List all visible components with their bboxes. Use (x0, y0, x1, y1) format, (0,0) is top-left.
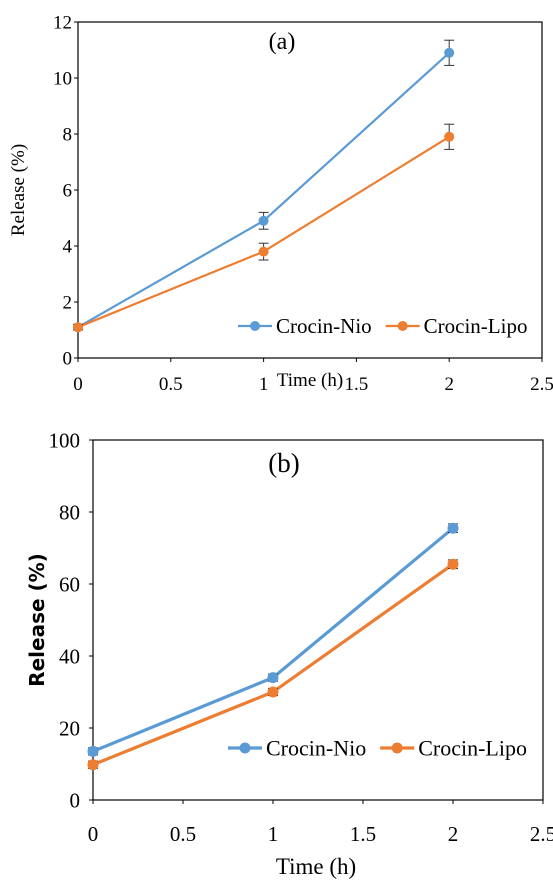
y-tick-label: 20 (59, 716, 80, 740)
data-point (87, 759, 99, 771)
data-point (267, 686, 279, 698)
legend-label: Crocin-Lipo (424, 314, 528, 338)
chart-panel-b: 0 20 40 60 80 100 0 0.5 1 1.5 2 2.5 Time (h) Release … (25, 428, 553, 879)
data-point (444, 131, 455, 142)
data-point (447, 522, 459, 534)
data-point (258, 215, 269, 226)
legend-swatch-marker (250, 321, 260, 331)
y-tick-label: 80 (59, 500, 80, 524)
x-tick-label: 2 (448, 822, 459, 846)
series-crocin-nio (87, 522, 459, 757)
series-line (77, 135, 450, 329)
legend-label: Crocin-Lipo (418, 735, 527, 760)
y-axis-label: Release (%) (8, 144, 29, 236)
y-axis-label: Release (%) (25, 553, 49, 687)
legend-label: Crocin-Nio (266, 735, 366, 760)
y-tick-label: 8 (63, 125, 73, 146)
series-line (77, 51, 450, 329)
data-point (73, 322, 83, 333)
x-tick-label: 2 (444, 374, 454, 395)
y-tick-label: 10 (53, 69, 72, 90)
plot-frame (77, 21, 543, 359)
legend: Crocin-Nio Crocin-Lipo (228, 735, 527, 760)
panel-label: (a) (269, 29, 296, 55)
x-tick-label: 1.5 (350, 822, 376, 846)
x-tick-label: 0 (88, 822, 99, 846)
data-point (258, 246, 269, 257)
y-tick-label: 0 (63, 349, 73, 370)
legend-label: Crocin-Nio (276, 314, 372, 338)
data-point (447, 558, 459, 570)
legend-swatch-marker (239, 742, 251, 754)
y-tick-label: 4 (63, 237, 73, 258)
y-tick-label: 2 (63, 293, 73, 314)
x-tick-label: 1 (259, 374, 269, 395)
series-crocin-lipo (87, 558, 459, 771)
legend-swatch-marker (391, 742, 403, 754)
y-tick-label: 40 (59, 644, 80, 668)
series-line (92, 526, 455, 753)
panel-label: (b) (268, 448, 299, 478)
data-point (444, 47, 455, 58)
legend-swatch-marker (397, 321, 408, 331)
x-tick-label: 0 (73, 374, 83, 395)
plot-frame (92, 439, 544, 801)
y-tick-label: 0 (70, 788, 81, 812)
chart-panel-a: 0 2 4 6 8 10 12 0 0.5 1 1.5 2 2.5 Time (h) Release (%)… (8, 13, 553, 395)
y-tick-label: 12 (53, 13, 72, 34)
x-tick-label: 2.5 (530, 822, 553, 846)
y-tick-label: 60 (59, 572, 80, 596)
x-axis-label: Time (h) (277, 370, 343, 391)
x-tick-label: 0.5 (170, 822, 196, 846)
x-axis-label: Time (h) (276, 854, 356, 879)
x-tick-label: 1.5 (345, 374, 369, 395)
x-tick-label: 1 (268, 822, 279, 846)
data-point (87, 745, 99, 757)
y-tick-label: 100 (49, 428, 81, 452)
x-tick-label: 2.5 (530, 374, 553, 395)
data-point (267, 672, 279, 684)
y-tick-label: 6 (63, 181, 73, 202)
legend: Crocin-Nio Crocin-Lipo (238, 314, 527, 338)
series-crocin-nio (73, 39, 455, 333)
x-tick-label: 0.5 (159, 374, 183, 395)
series-crocin-lipo (73, 123, 455, 333)
